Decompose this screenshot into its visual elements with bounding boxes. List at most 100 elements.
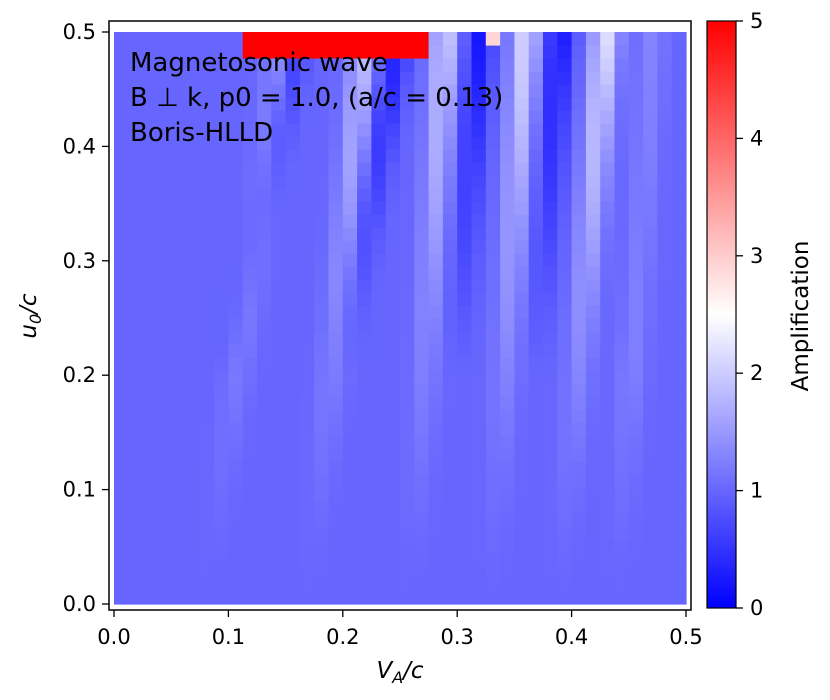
heatmap-cell	[585, 175, 601, 189]
heatmap-cell	[543, 253, 558, 267]
heatmap-cell	[228, 461, 244, 475]
heatmap-cell	[442, 279, 458, 293]
heatmap-cell	[142, 370, 158, 384]
heatmap-cell	[314, 552, 330, 566]
heatmap-cell	[600, 162, 616, 176]
heatmap-cell	[414, 331, 430, 345]
heatmap-cell	[142, 110, 158, 124]
heatmap-cell	[128, 84, 144, 98]
heatmap-cell	[114, 448, 129, 462]
heatmap-cell	[585, 422, 601, 436]
heatmap-cell	[671, 344, 687, 358]
heatmap-cell	[571, 188, 587, 202]
heatmap-cell	[185, 188, 201, 202]
heatmap-cell	[314, 539, 330, 553]
heatmap-cell	[400, 201, 415, 215]
heatmap-cell	[657, 513, 673, 527]
heatmap-cell	[371, 136, 387, 150]
heatmap-cell	[257, 396, 272, 410]
heatmap-cell	[199, 526, 215, 540]
heatmap-cell	[428, 123, 444, 137]
heatmap-cell	[342, 149, 358, 163]
heatmap-cell	[600, 383, 616, 397]
heatmap-cell	[199, 201, 215, 215]
heatmap-cell	[114, 266, 129, 280]
heatmap-cell	[342, 409, 358, 423]
heatmap-cell	[557, 409, 573, 423]
heatmap-cell	[185, 383, 201, 397]
heatmap-cell	[228, 162, 244, 176]
heatmap-cell	[614, 175, 630, 189]
heatmap-cell	[500, 71, 515, 85]
heatmap-cell	[185, 474, 201, 488]
heatmap-cell	[657, 58, 673, 72]
heatmap-cell	[528, 565, 544, 579]
heatmap-cell	[271, 110, 287, 124]
heatmap-cell	[171, 500, 187, 514]
heatmap-cell	[643, 461, 658, 475]
heatmap-cell	[471, 305, 487, 319]
heatmap-cell	[657, 578, 673, 592]
heatmap-cell	[114, 136, 129, 150]
heatmap-cell	[571, 396, 587, 410]
heatmap-cell	[314, 448, 330, 462]
heatmap-cell	[400, 123, 415, 137]
heatmap-cell	[600, 305, 616, 319]
heatmap-cell	[257, 500, 272, 514]
heatmap-cell	[671, 71, 687, 85]
heatmap-cell	[271, 513, 287, 527]
heatmap-cell	[214, 448, 229, 462]
heatmap-cell	[400, 84, 415, 98]
heatmap-cell	[199, 513, 215, 527]
heatmap-cell	[643, 370, 658, 384]
heatmap-cell	[457, 383, 473, 397]
heatmap-cell	[457, 175, 473, 189]
heatmap-cell	[471, 227, 487, 241]
heatmap-cell	[214, 162, 229, 176]
heatmap-cell	[557, 84, 573, 98]
heatmap-cell	[600, 422, 616, 436]
heatmap-cell	[557, 305, 573, 319]
heatmap-cell	[214, 565, 229, 579]
heatmap-cell	[185, 435, 201, 449]
heatmap-cell	[428, 370, 444, 384]
heatmap-cell	[114, 305, 129, 319]
heatmap-cell	[156, 357, 172, 371]
heatmap-cell	[271, 279, 287, 293]
heatmap-cell	[371, 461, 387, 475]
heatmap-cell	[371, 227, 387, 241]
heatmap-cell	[557, 461, 573, 475]
heatmap-cell	[657, 448, 673, 462]
heatmap-cell	[600, 565, 616, 579]
heatmap-cell	[228, 396, 244, 410]
heatmap-cell	[185, 539, 201, 553]
heatmap-cell	[228, 266, 244, 280]
heatmap-cell	[471, 552, 487, 566]
heatmap-cell	[285, 45, 301, 59]
heatmap-cell	[328, 162, 344, 176]
heatmap-cell	[128, 162, 144, 176]
heatmap-cell	[214, 97, 229, 111]
heatmap-cell	[457, 435, 473, 449]
heatmap-cell	[543, 175, 558, 189]
heatmap-cell	[643, 409, 658, 423]
heatmap-cell	[485, 32, 501, 46]
heatmap-cell	[571, 149, 587, 163]
heatmap-cell	[314, 370, 330, 384]
heatmap-cell	[500, 292, 515, 306]
heatmap-cell	[514, 266, 530, 280]
heatmap-cell	[114, 58, 129, 72]
heatmap-cell	[414, 110, 430, 124]
heatmap-cell	[414, 32, 430, 46]
heatmap-cell	[357, 84, 372, 98]
heatmap-cell	[385, 201, 401, 215]
heatmap-cell	[371, 253, 387, 267]
heatmap-cell	[400, 188, 415, 202]
heatmap-cell	[299, 123, 315, 137]
heatmap-cell	[585, 448, 601, 462]
heatmap-cell	[199, 461, 215, 475]
heatmap-cell	[485, 578, 501, 592]
heatmap-cell	[271, 344, 287, 358]
heatmap-cell	[457, 552, 473, 566]
heatmap-cell	[185, 58, 201, 72]
